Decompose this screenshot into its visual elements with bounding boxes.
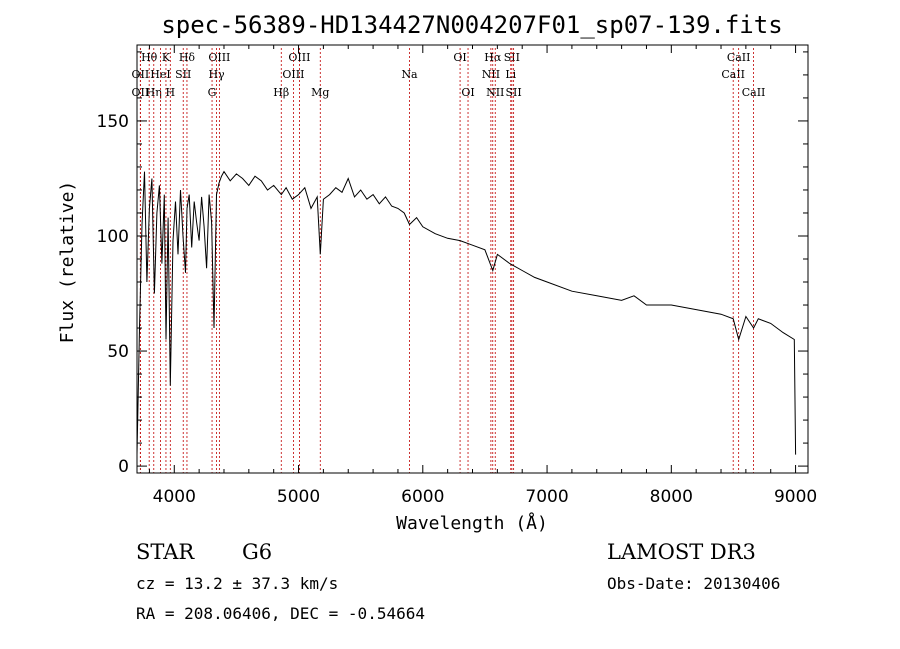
- redshift-velocity: cz = 13.2 ± 37.3 km/s: [136, 574, 338, 593]
- marker-label: OIII: [288, 51, 310, 64]
- marker-label: Hη: [146, 86, 162, 99]
- chart-title: spec-56389-HD134427N004207F01_sp07-139.f…: [161, 11, 782, 39]
- marker-label: OIII: [208, 51, 230, 64]
- x-tick-label: 9000: [774, 487, 817, 507]
- marker-label: CaII: [742, 86, 766, 99]
- line-markers: OIIOIIHθHηHeIKSIIHHδHγOIIIGHβOIIIOIIIMgN…: [131, 48, 765, 473]
- marker-label: Hγ: [208, 68, 225, 81]
- marker-label: SII: [506, 86, 522, 99]
- marker-label: Hθ: [141, 51, 158, 64]
- marker-label: CaII: [721, 68, 745, 81]
- y-tick-label: 50: [107, 342, 129, 362]
- marker-label: Hδ: [179, 51, 196, 64]
- y-tick-label: 0: [118, 457, 129, 477]
- marker-label: SII: [504, 51, 520, 64]
- marker-label: H: [166, 86, 176, 99]
- marker-label: NII: [482, 68, 500, 81]
- x-tick-label: 5000: [277, 487, 320, 507]
- x-tick-label: 4000: [153, 487, 196, 507]
- x-tick-label: 6000: [401, 487, 444, 507]
- x-tick-label: 7000: [525, 487, 568, 507]
- marker-label: Na: [401, 68, 418, 81]
- object-subclass: G6: [242, 540, 272, 564]
- x-tick-label: 8000: [650, 487, 693, 507]
- marker-label: G: [208, 86, 217, 99]
- marker-label: Hβ: [273, 86, 289, 99]
- sky-coordinates: RA = 208.06406, DEC = -0.54664: [136, 604, 425, 623]
- marker-label: CaII: [727, 51, 751, 64]
- x-axis-label: Wavelength (Å): [396, 512, 548, 534]
- y-tick-label: 100: [97, 227, 129, 247]
- marker-label: SII: [175, 68, 191, 81]
- marker-label: Li: [505, 68, 516, 81]
- plot-frame: [136, 44, 809, 474]
- spectrum-series-line: [136, 170, 797, 455]
- marker-label: NII: [486, 86, 504, 99]
- observation-date: Obs-Date: 20130406: [607, 574, 780, 593]
- marker-label: OII: [131, 86, 149, 99]
- y-axis-ticks: 0 50 100 150: [97, 51, 808, 477]
- survey-name: LAMOST DR3: [607, 540, 756, 564]
- y-tick-label: 150: [97, 112, 129, 132]
- marker-label: HeI: [150, 68, 170, 81]
- object-class: STAR: [136, 540, 195, 564]
- marker-label: OIII: [282, 68, 304, 81]
- marker-label: K: [162, 51, 171, 64]
- marker-label: OI: [453, 51, 466, 64]
- marker-label: OI: [461, 86, 474, 99]
- marker-label: Mg: [311, 86, 329, 99]
- y-axis-label: Flux (relative): [57, 181, 78, 344]
- x-axis-ticks: 4000 5000 6000 7000 8000 9000: [148, 45, 817, 507]
- marker-label: Hα: [484, 51, 502, 64]
